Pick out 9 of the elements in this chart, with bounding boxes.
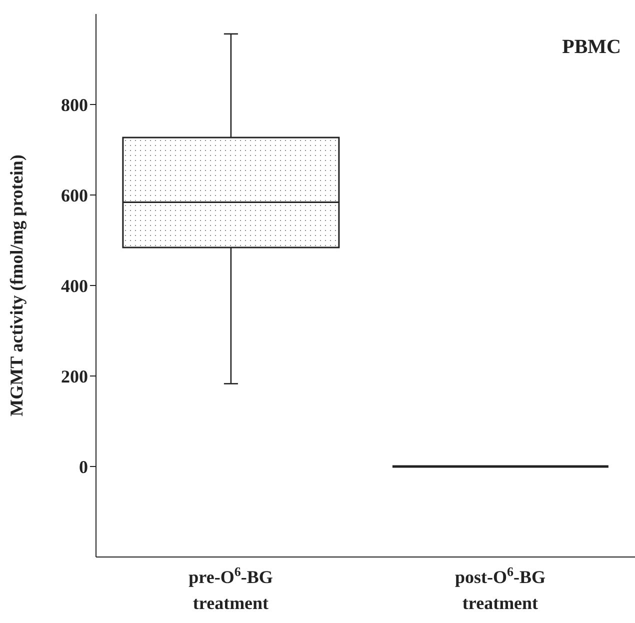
- x-tick-label: post-O$^{6}$-BG treatment: [454, 564, 546, 613]
- y-tick-label: 600: [61, 185, 88, 206]
- y-tick-label: 800: [61, 94, 88, 115]
- y-tick-label: 400: [61, 276, 88, 296]
- y-tick-label: 0: [79, 456, 88, 477]
- annotation: PBMC: [562, 36, 621, 59]
- y-axis-title: MGMT activity (fmol/mg protein): [6, 154, 26, 416]
- y-tick-label: 200: [61, 366, 88, 386]
- x-tick-label: pre-O$^{6}$-BG treatment: [188, 564, 273, 613]
